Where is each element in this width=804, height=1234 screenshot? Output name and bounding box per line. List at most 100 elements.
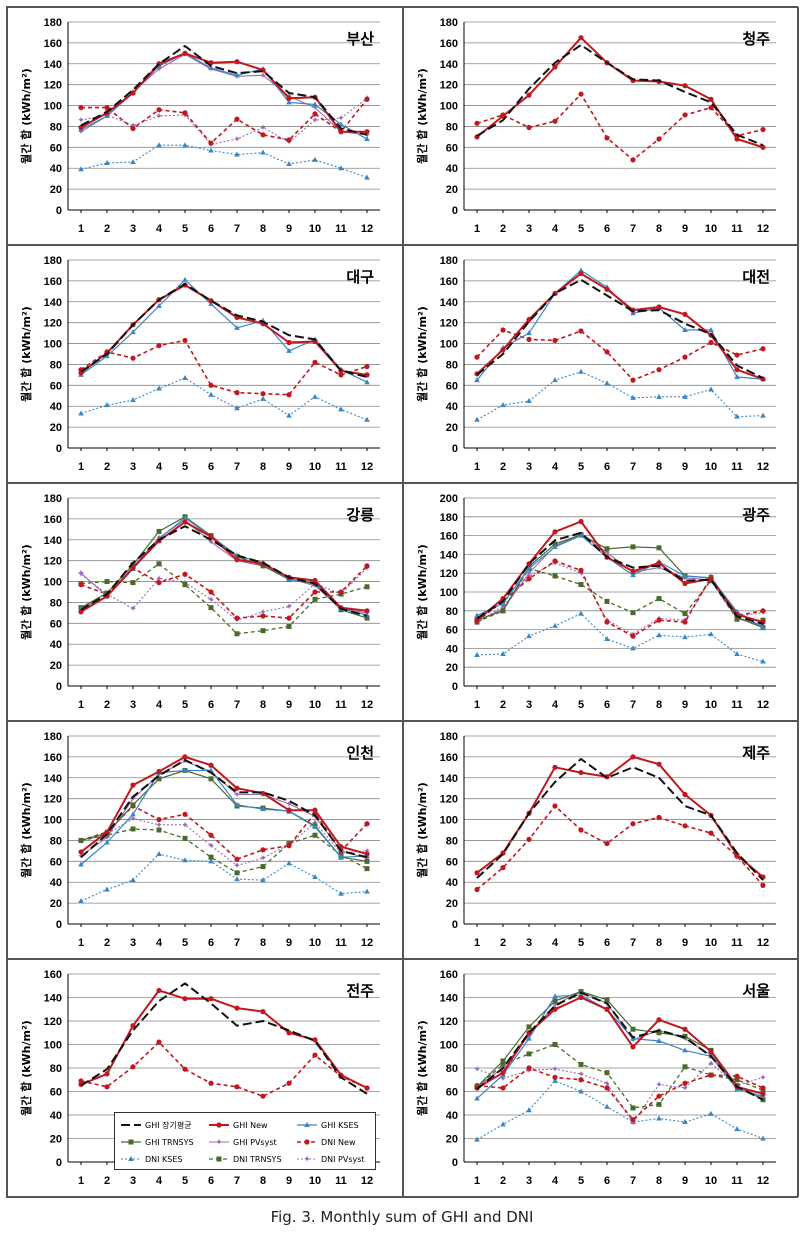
data-point <box>182 50 188 56</box>
data-point <box>604 1070 610 1076</box>
x-tick-label: 10 <box>705 1175 717 1187</box>
x-tick-label: 11 <box>731 223 743 235</box>
series-dni-pvsyst: ✦✦✦✦✦✦✦✦✦✦✦✦ <box>77 815 371 872</box>
y-tick-label: 100 <box>440 101 458 113</box>
data-point: ✦ <box>473 1065 481 1075</box>
series-line <box>476 996 764 1095</box>
data-point <box>682 791 688 798</box>
data-point <box>130 877 136 883</box>
data-point <box>338 129 344 135</box>
data-point <box>208 382 214 388</box>
data-point <box>364 608 370 614</box>
series-line <box>476 93 764 161</box>
data-point <box>682 573 688 579</box>
data-point <box>156 528 162 534</box>
data-point <box>130 396 136 402</box>
data-point <box>130 580 136 586</box>
data-point <box>604 1103 610 1109</box>
y-tick-label: 180 <box>440 255 458 267</box>
y-tick-label: 60 <box>50 1087 62 1099</box>
data-point <box>552 543 558 549</box>
panel-title: 인천 <box>346 744 374 762</box>
data-point <box>552 622 558 628</box>
y-tick-label: 140 <box>44 535 62 547</box>
data-point <box>474 651 480 657</box>
y-tick-label: 0 <box>56 1157 62 1169</box>
series-line <box>476 272 764 381</box>
data-point: ✦ <box>577 1070 585 1080</box>
series-ghi-new <box>78 282 370 378</box>
data-point <box>208 140 214 146</box>
data-point <box>260 847 266 853</box>
y-tick-label: 40 <box>446 401 458 413</box>
data-point <box>578 270 584 277</box>
data-point: ✦ <box>551 1001 559 1011</box>
data-point <box>526 1024 532 1030</box>
x-tick-label: 8 <box>656 461 662 473</box>
series-dni-new <box>78 96 370 146</box>
series-line <box>80 517 368 616</box>
x-tick-label: 3 <box>130 699 136 711</box>
data-point <box>682 1080 688 1086</box>
data-point <box>552 558 558 564</box>
x-tick-label: 8 <box>260 1175 266 1187</box>
data-point <box>578 581 584 587</box>
data-point <box>182 571 188 577</box>
data-point <box>578 994 584 1001</box>
legend-marker: ✦ <box>215 1138 223 1148</box>
series-line <box>80 519 368 614</box>
y-axis-label: 월간 합 (kWh/m²) <box>19 782 33 878</box>
data-point <box>552 998 558 1004</box>
data-point: ✦ <box>337 114 345 124</box>
data-point <box>234 59 240 65</box>
y-tick-label: 100 <box>440 587 458 599</box>
series-line <box>80 45 368 136</box>
data-point <box>130 355 136 361</box>
x-tick-label: 7 <box>234 699 240 711</box>
data-point: ✦ <box>155 771 163 781</box>
data-point: ✦ <box>233 72 241 82</box>
data-point <box>234 631 240 637</box>
data-point <box>630 610 636 616</box>
y-tick-label: 20 <box>50 184 62 196</box>
data-point <box>708 576 714 582</box>
data-point <box>156 816 162 823</box>
legend-svg: GHI 장기평균 GHI New GHI KSES GHI TRNSYS ✦ GHI PV… <box>121 1120 365 1165</box>
y-axis-label: 월간 합 (kWh/m²) <box>415 544 429 640</box>
x-tick-label: 8 <box>260 699 266 711</box>
data-point <box>578 368 584 374</box>
data-point <box>312 393 318 399</box>
series-line <box>476 755 764 878</box>
x-tick-label: 5 <box>182 699 188 711</box>
series-line <box>476 278 764 379</box>
x-tick-label: 7 <box>234 1175 240 1187</box>
data-point <box>104 886 110 892</box>
data-point <box>208 832 214 838</box>
x-tick-label: 11 <box>335 1175 347 1187</box>
data-point: ✦ <box>129 605 137 615</box>
x-tick-label: 4 <box>156 223 163 235</box>
chart-panel-7: 0 20 40 60 80 100 120 140 160 180 1 2 3 4 5 6 7 8 9 10 11 12 월… <box>7 721 403 959</box>
legend-item-ghi-trnsys: GHI TRNSYS <box>121 1138 194 1147</box>
data-point <box>552 1042 558 1047</box>
legend-item-ghi-avg: GHI 장기평균 <box>121 1120 192 1130</box>
data-point <box>234 390 240 396</box>
data-point <box>182 514 188 520</box>
series-ghi-pvsyst: ✦ ✦ ✦ ✦ ✦ ✦ ✦ ✦ ✦ ✦ ✦ ✦ <box>473 988 767 1104</box>
series-line <box>80 283 368 378</box>
y-tick-label: 60 <box>446 1087 458 1099</box>
data-point <box>104 160 110 165</box>
data-point: ✦ <box>233 862 241 872</box>
data-point <box>734 136 740 142</box>
data-point <box>182 1066 188 1072</box>
x-tick-label: 1 <box>78 937 84 949</box>
series-ghi-new <box>78 50 370 135</box>
data-point: ✦ <box>233 616 241 626</box>
data-point <box>682 1047 688 1053</box>
data-point <box>682 1119 688 1125</box>
data-point <box>130 565 136 571</box>
data-point <box>234 615 240 621</box>
data-point <box>208 996 214 1002</box>
data-point <box>760 624 766 630</box>
data-point <box>760 1097 766 1103</box>
